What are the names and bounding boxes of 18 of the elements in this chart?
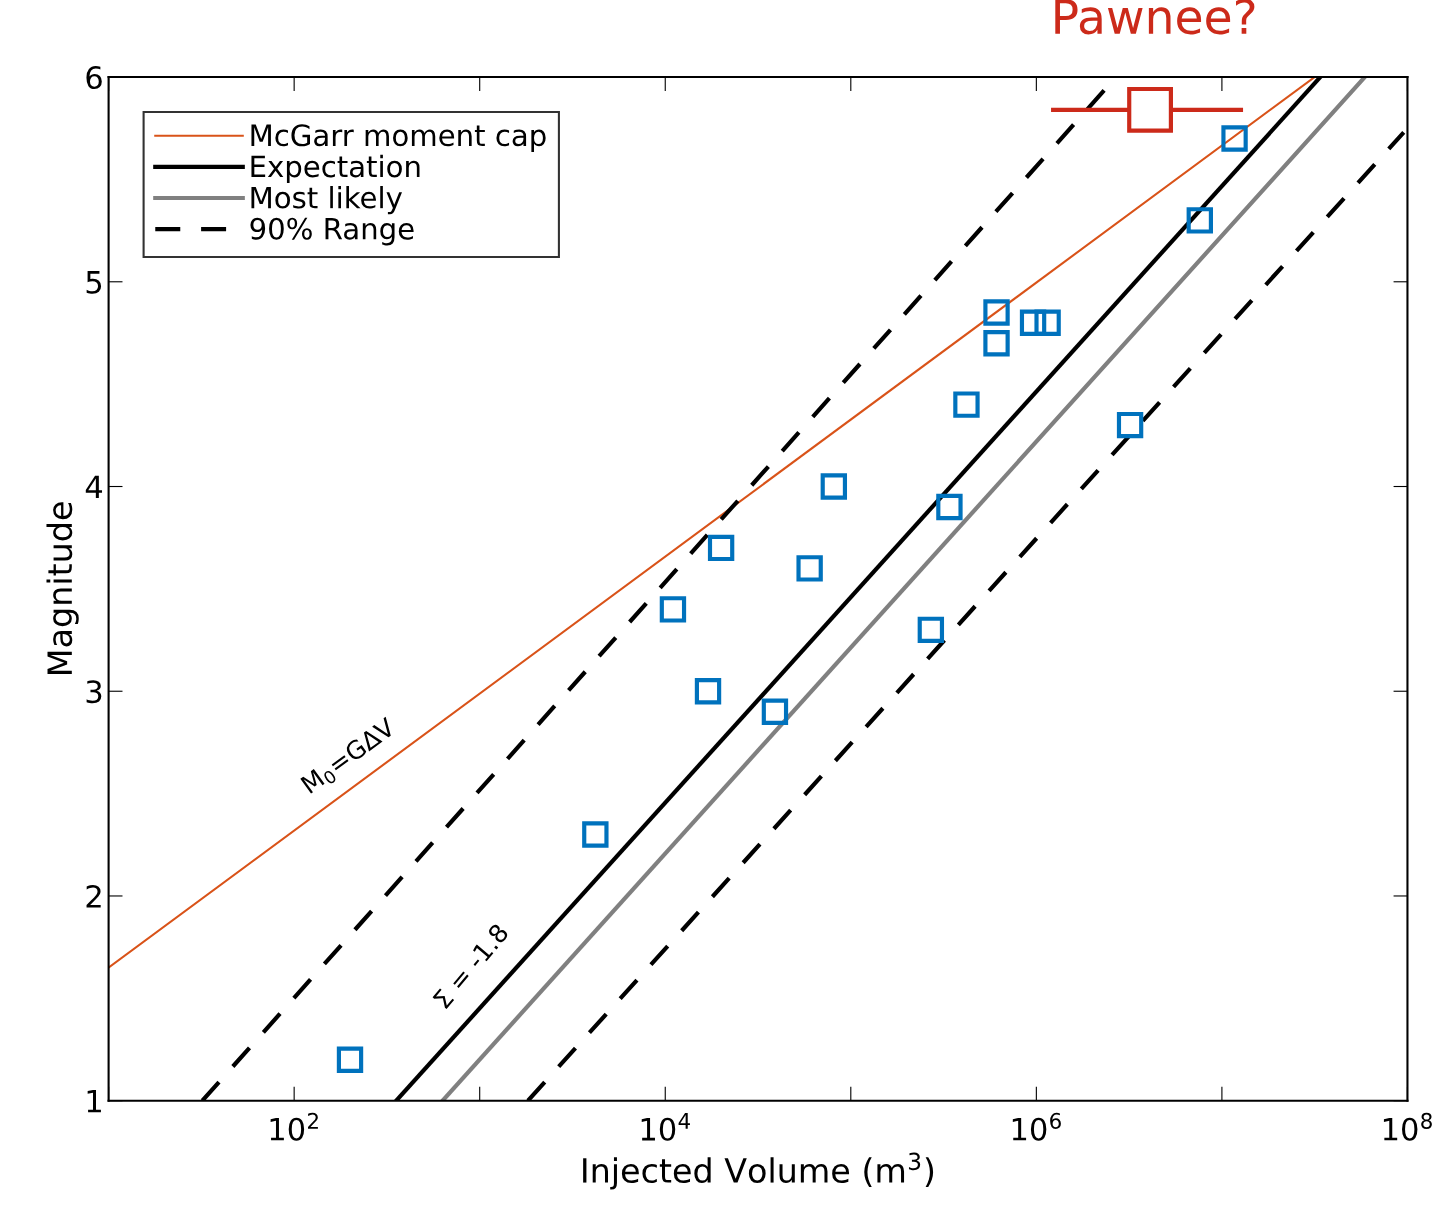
y-tick-label: 2	[86, 884, 101, 908]
x-tick-label: 10$^{4}$	[641, 1113, 690, 1141]
y-tick-label: 4	[85, 475, 103, 499]
x-axis-title: Injected Volume (m$^{3}$)	[583, 1152, 934, 1190]
annotation: Σ = -1.8	[432, 922, 510, 1010]
x-tick-label: 10$^{2}$	[270, 1112, 318, 1141]
y-tick-label: 5	[86, 271, 102, 294]
y-tick-label: 3	[86, 680, 102, 704]
x-tick-label: 10$^{6}$	[1012, 1112, 1061, 1141]
y-tick-label: 6	[86, 65, 102, 90]
y-axis-title: Magnitude	[46, 502, 79, 674]
x-tick-label: 10$^{8}$	[1383, 1112, 1432, 1141]
legend-label: 90% Range	[250, 217, 414, 246]
legend-label: Expectation	[251, 154, 420, 184]
legend-label: Most likely	[251, 186, 402, 215]
y-tick-label: 1	[87, 1090, 101, 1113]
legend-label: McGarr moment cap	[251, 124, 546, 152]
annotation: M$_{0}$=GΔV	[300, 716, 399, 798]
